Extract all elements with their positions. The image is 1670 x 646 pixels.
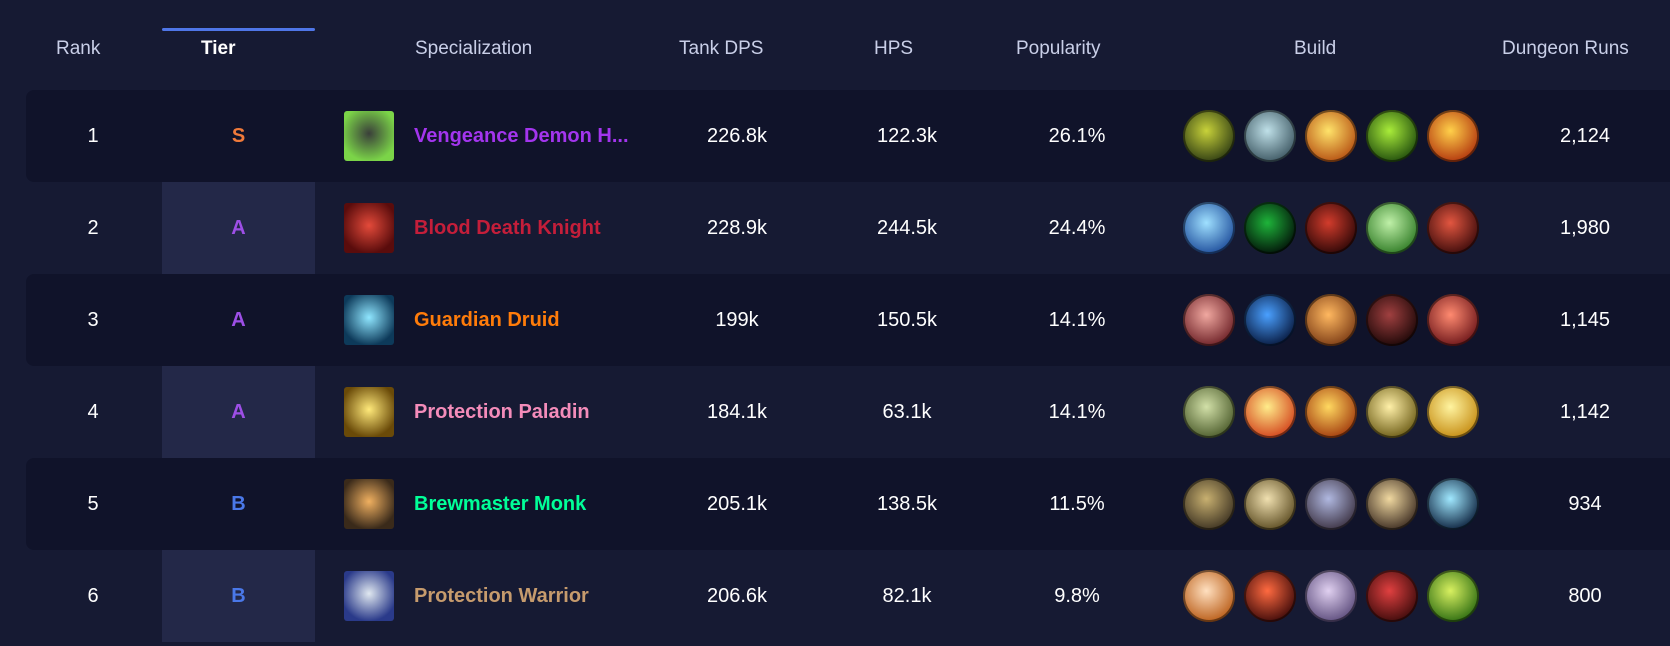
popularity-cell: 14.1%	[1048, 309, 1106, 331]
hps-cell: 150.5k	[876, 309, 938, 331]
tank-dps-cell: 205.1k	[706, 493, 768, 515]
talent-icon[interactable]	[1183, 294, 1235, 346]
talent-icon[interactable]	[1427, 478, 1479, 530]
talent-icon[interactable]	[1366, 202, 1418, 254]
tier-badge: B	[231, 585, 246, 607]
talent-icon[interactable]	[1244, 202, 1296, 254]
spec-icon	[344, 387, 394, 437]
talent-icon[interactable]	[1244, 478, 1296, 530]
header-tier[interactable]: Tier	[201, 38, 236, 59]
rank-cell: 5	[87, 493, 99, 515]
table-row[interactable]: 5 B Brewmaster Monk 205.1k 138.5k 11.5% 934	[0, 458, 1670, 550]
tier-sort-indicator	[162, 28, 315, 31]
dungeon-runs-cell: 934	[1568, 493, 1602, 515]
tank-dps-cell: 199k	[715, 309, 759, 331]
spec-icon	[344, 203, 394, 253]
spec-name-link[interactable]: Protection Warrior	[414, 585, 589, 607]
table-row[interactable]: 2 A Blood Death Knight 228.9k 244.5k 24.4% 1,9…	[0, 182, 1670, 274]
dungeon-runs-cell: 1,980	[1559, 217, 1611, 239]
table-row[interactable]: 4 A Protection Paladin 184.1k 63.1k 14.1% 1,14…	[0, 366, 1670, 458]
tank-dps-cell: 226.8k	[706, 125, 768, 147]
talent-icon[interactable]	[1427, 294, 1479, 346]
spec-name-link[interactable]: Vengeance Demon H...	[414, 125, 629, 147]
rank-cell: 4	[87, 401, 99, 423]
popularity-cell: 9.8%	[1054, 585, 1100, 607]
table-body: 1 S Vengeance Demon H... 226.8k 122.3k 26.1% 2…	[0, 90, 1670, 642]
tank-dps-cell: 184.1k	[706, 401, 768, 423]
talent-icon[interactable]	[1366, 570, 1418, 622]
talent-icon[interactable]	[1366, 294, 1418, 346]
spec-name-link[interactable]: Brewmaster Monk	[414, 493, 587, 515]
talent-icon[interactable]	[1427, 386, 1479, 438]
talent-icon[interactable]	[1427, 202, 1479, 254]
talent-icon[interactable]	[1183, 386, 1235, 438]
talent-icon[interactable]	[1305, 294, 1357, 346]
table-row[interactable]: 3 A Guardian Druid 199k 150.5k 14.1% 1,145	[0, 274, 1670, 366]
talent-icon[interactable]	[1366, 386, 1418, 438]
talent-icon[interactable]	[1244, 386, 1296, 438]
header-dungeon-runs[interactable]: Dungeon Runs	[1502, 38, 1629, 59]
tier-column-highlight	[162, 90, 315, 642]
dungeon-runs-cell: 2,124	[1559, 125, 1611, 147]
header-popularity[interactable]: Popularity	[1016, 38, 1101, 59]
popularity-cell: 24.4%	[1048, 217, 1106, 239]
rank-cell: 6	[87, 585, 99, 607]
talent-icon[interactable]	[1427, 570, 1479, 622]
header-hps[interactable]: HPS	[874, 38, 914, 59]
dungeon-runs-cell: 1,142	[1559, 401, 1611, 423]
popularity-cell: 11.5%	[1049, 493, 1105, 515]
tank-dps-cell: 206.6k	[706, 585, 768, 607]
talent-icon[interactable]	[1183, 202, 1235, 254]
dungeon-runs-cell: 1,145	[1559, 309, 1611, 331]
talent-icon[interactable]	[1305, 202, 1357, 254]
tier-badge: A	[231, 401, 246, 423]
talent-icon[interactable]	[1183, 570, 1235, 622]
header-rank[interactable]: Rank	[56, 38, 101, 59]
hps-cell: 138.5k	[876, 493, 938, 515]
hps-cell: 122.3k	[876, 125, 938, 147]
rank-cell: 1	[87, 125, 99, 147]
dungeon-runs-cell: 800	[1568, 585, 1602, 607]
talent-icon[interactable]	[1244, 294, 1296, 346]
talent-icon[interactable]	[1183, 478, 1235, 530]
talent-icon[interactable]	[1366, 478, 1418, 530]
talent-icon[interactable]	[1305, 478, 1357, 530]
tier-badge: A	[231, 309, 246, 331]
popularity-cell: 14.1%	[1048, 401, 1106, 423]
tier-badge: B	[231, 493, 246, 515]
talent-icon[interactable]	[1305, 110, 1357, 162]
rank-cell: 2	[87, 217, 99, 239]
talent-icon[interactable]	[1305, 386, 1357, 438]
spec-icon	[344, 479, 394, 529]
tier-badge: A	[231, 217, 246, 239]
spec-icon	[344, 295, 394, 345]
hps-cell: 244.5k	[876, 217, 938, 239]
talent-icon[interactable]	[1244, 110, 1296, 162]
tank-dps-cell: 228.9k	[706, 217, 768, 239]
popularity-cell: 26.1%	[1048, 125, 1106, 147]
talent-icon[interactable]	[1244, 570, 1296, 622]
table-row[interactable]: 6 B Protection Warrior 206.6k 82.1k 9.8% 800	[0, 550, 1670, 642]
header-build[interactable]: Build	[1294, 38, 1337, 59]
spec-name-link[interactable]: Blood Death Knight	[414, 217, 601, 239]
talent-icon[interactable]	[1427, 110, 1479, 162]
table-header: Rank Tier Specialization Tank DPS HPS Po…	[0, 28, 1670, 72]
header-specialization[interactable]: Specialization	[415, 38, 533, 59]
hps-cell: 82.1k	[882, 585, 932, 607]
talent-icon[interactable]	[1366, 110, 1418, 162]
header-tank-dps[interactable]: Tank DPS	[679, 38, 764, 59]
spec-icon	[344, 111, 394, 161]
spec-name-link[interactable]: Guardian Druid	[414, 309, 560, 331]
tier-badge: S	[231, 125, 246, 147]
spec-name-link[interactable]: Protection Paladin	[414, 401, 590, 423]
table-row[interactable]: 1 S Vengeance Demon H... 226.8k 122.3k 26.1% 2…	[0, 90, 1670, 182]
hps-cell: 63.1k	[882, 401, 932, 423]
spec-icon	[344, 571, 394, 621]
rank-cell: 3	[87, 309, 99, 331]
talent-icon[interactable]	[1305, 570, 1357, 622]
talent-icon[interactable]	[1183, 110, 1235, 162]
